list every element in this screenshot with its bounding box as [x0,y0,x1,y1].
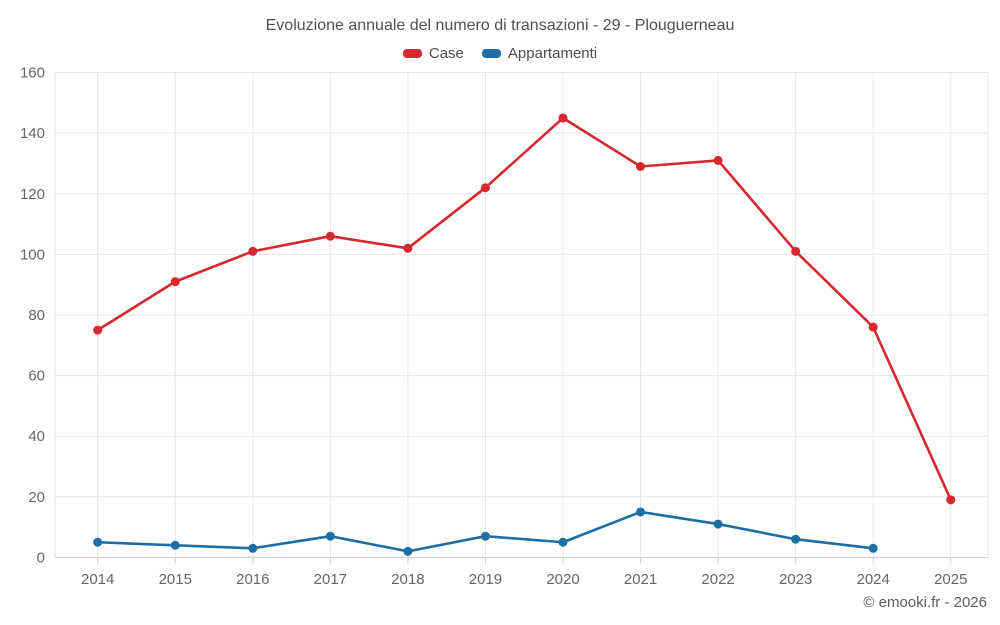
data-point-appartamenti[interactable] [248,543,258,553]
data-point-case[interactable] [325,231,335,241]
y-axis-label: 100 [20,246,45,263]
legend: Case Appartamenti [0,45,1000,62]
data-point-appartamenti[interactable] [170,540,180,550]
data-point-appartamenti[interactable] [403,546,413,556]
data-point-case[interactable] [170,277,180,287]
legend-label: Appartamenti [507,45,598,62]
data-point-appartamenti[interactable] [868,543,878,553]
data-point-appartamenti[interactable] [558,537,568,547]
data-point-case[interactable] [403,243,413,253]
data-point-case[interactable] [93,325,103,335]
legend-swatch-icon [481,49,501,58]
data-point-appartamenti[interactable] [325,531,335,541]
x-axis-label: 2020 [546,571,579,588]
y-axis-label: 60 [28,368,45,385]
legend-item-case[interactable]: Case [402,45,464,62]
data-point-case[interactable] [791,246,801,256]
data-point-case[interactable] [946,495,956,505]
data-point-case[interactable] [868,322,878,332]
x-axis-label: 2014 [81,571,114,588]
y-axis-label: 80 [28,307,45,324]
legend-swatch-icon [402,49,422,58]
credits-link[interactable]: © emooki.fr - 2026 [863,594,987,611]
data-point-case[interactable] [248,246,258,256]
y-axis-label: 40 [28,428,45,445]
data-point-case[interactable] [636,161,646,171]
y-axis-label: 20 [28,489,45,506]
series-line-case [96,116,953,502]
x-axis-label: 2016 [236,571,269,588]
data-point-appartamenti[interactable] [636,507,646,517]
data-point-appartamenti[interactable] [93,537,103,547]
data-point-appartamenti[interactable] [713,519,723,529]
legend-item-appartamenti[interactable]: Appartamenti [481,45,598,62]
x-axis-label: 2024 [857,571,890,588]
chart-title: Evoluzione annuale del numero di transaz… [265,17,735,34]
x-axis-label: 2021 [624,571,657,588]
data-point-appartamenti[interactable] [480,531,490,541]
data-point-appartamenti[interactable] [791,534,801,544]
x-axis-label: 2023 [779,571,812,588]
y-axis-label: 140 [20,125,45,142]
x-axis-label: 2019 [469,571,502,588]
x-axis-label: 2018 [391,571,424,588]
y-axis-label: 0 [37,549,45,566]
x-axis-label: 2025 [934,571,967,588]
x-axis-label: 2022 [701,571,734,588]
legend-label: Case [428,45,464,62]
x-axis-label: 2015 [159,571,192,588]
x-axis-label: 2017 [314,571,347,588]
data-point-case[interactable] [713,155,723,165]
y-axis-label: 160 [20,65,45,82]
data-point-case[interactable] [558,113,568,123]
y-axis-label: 120 [20,186,45,203]
data-point-case[interactable] [480,183,490,193]
